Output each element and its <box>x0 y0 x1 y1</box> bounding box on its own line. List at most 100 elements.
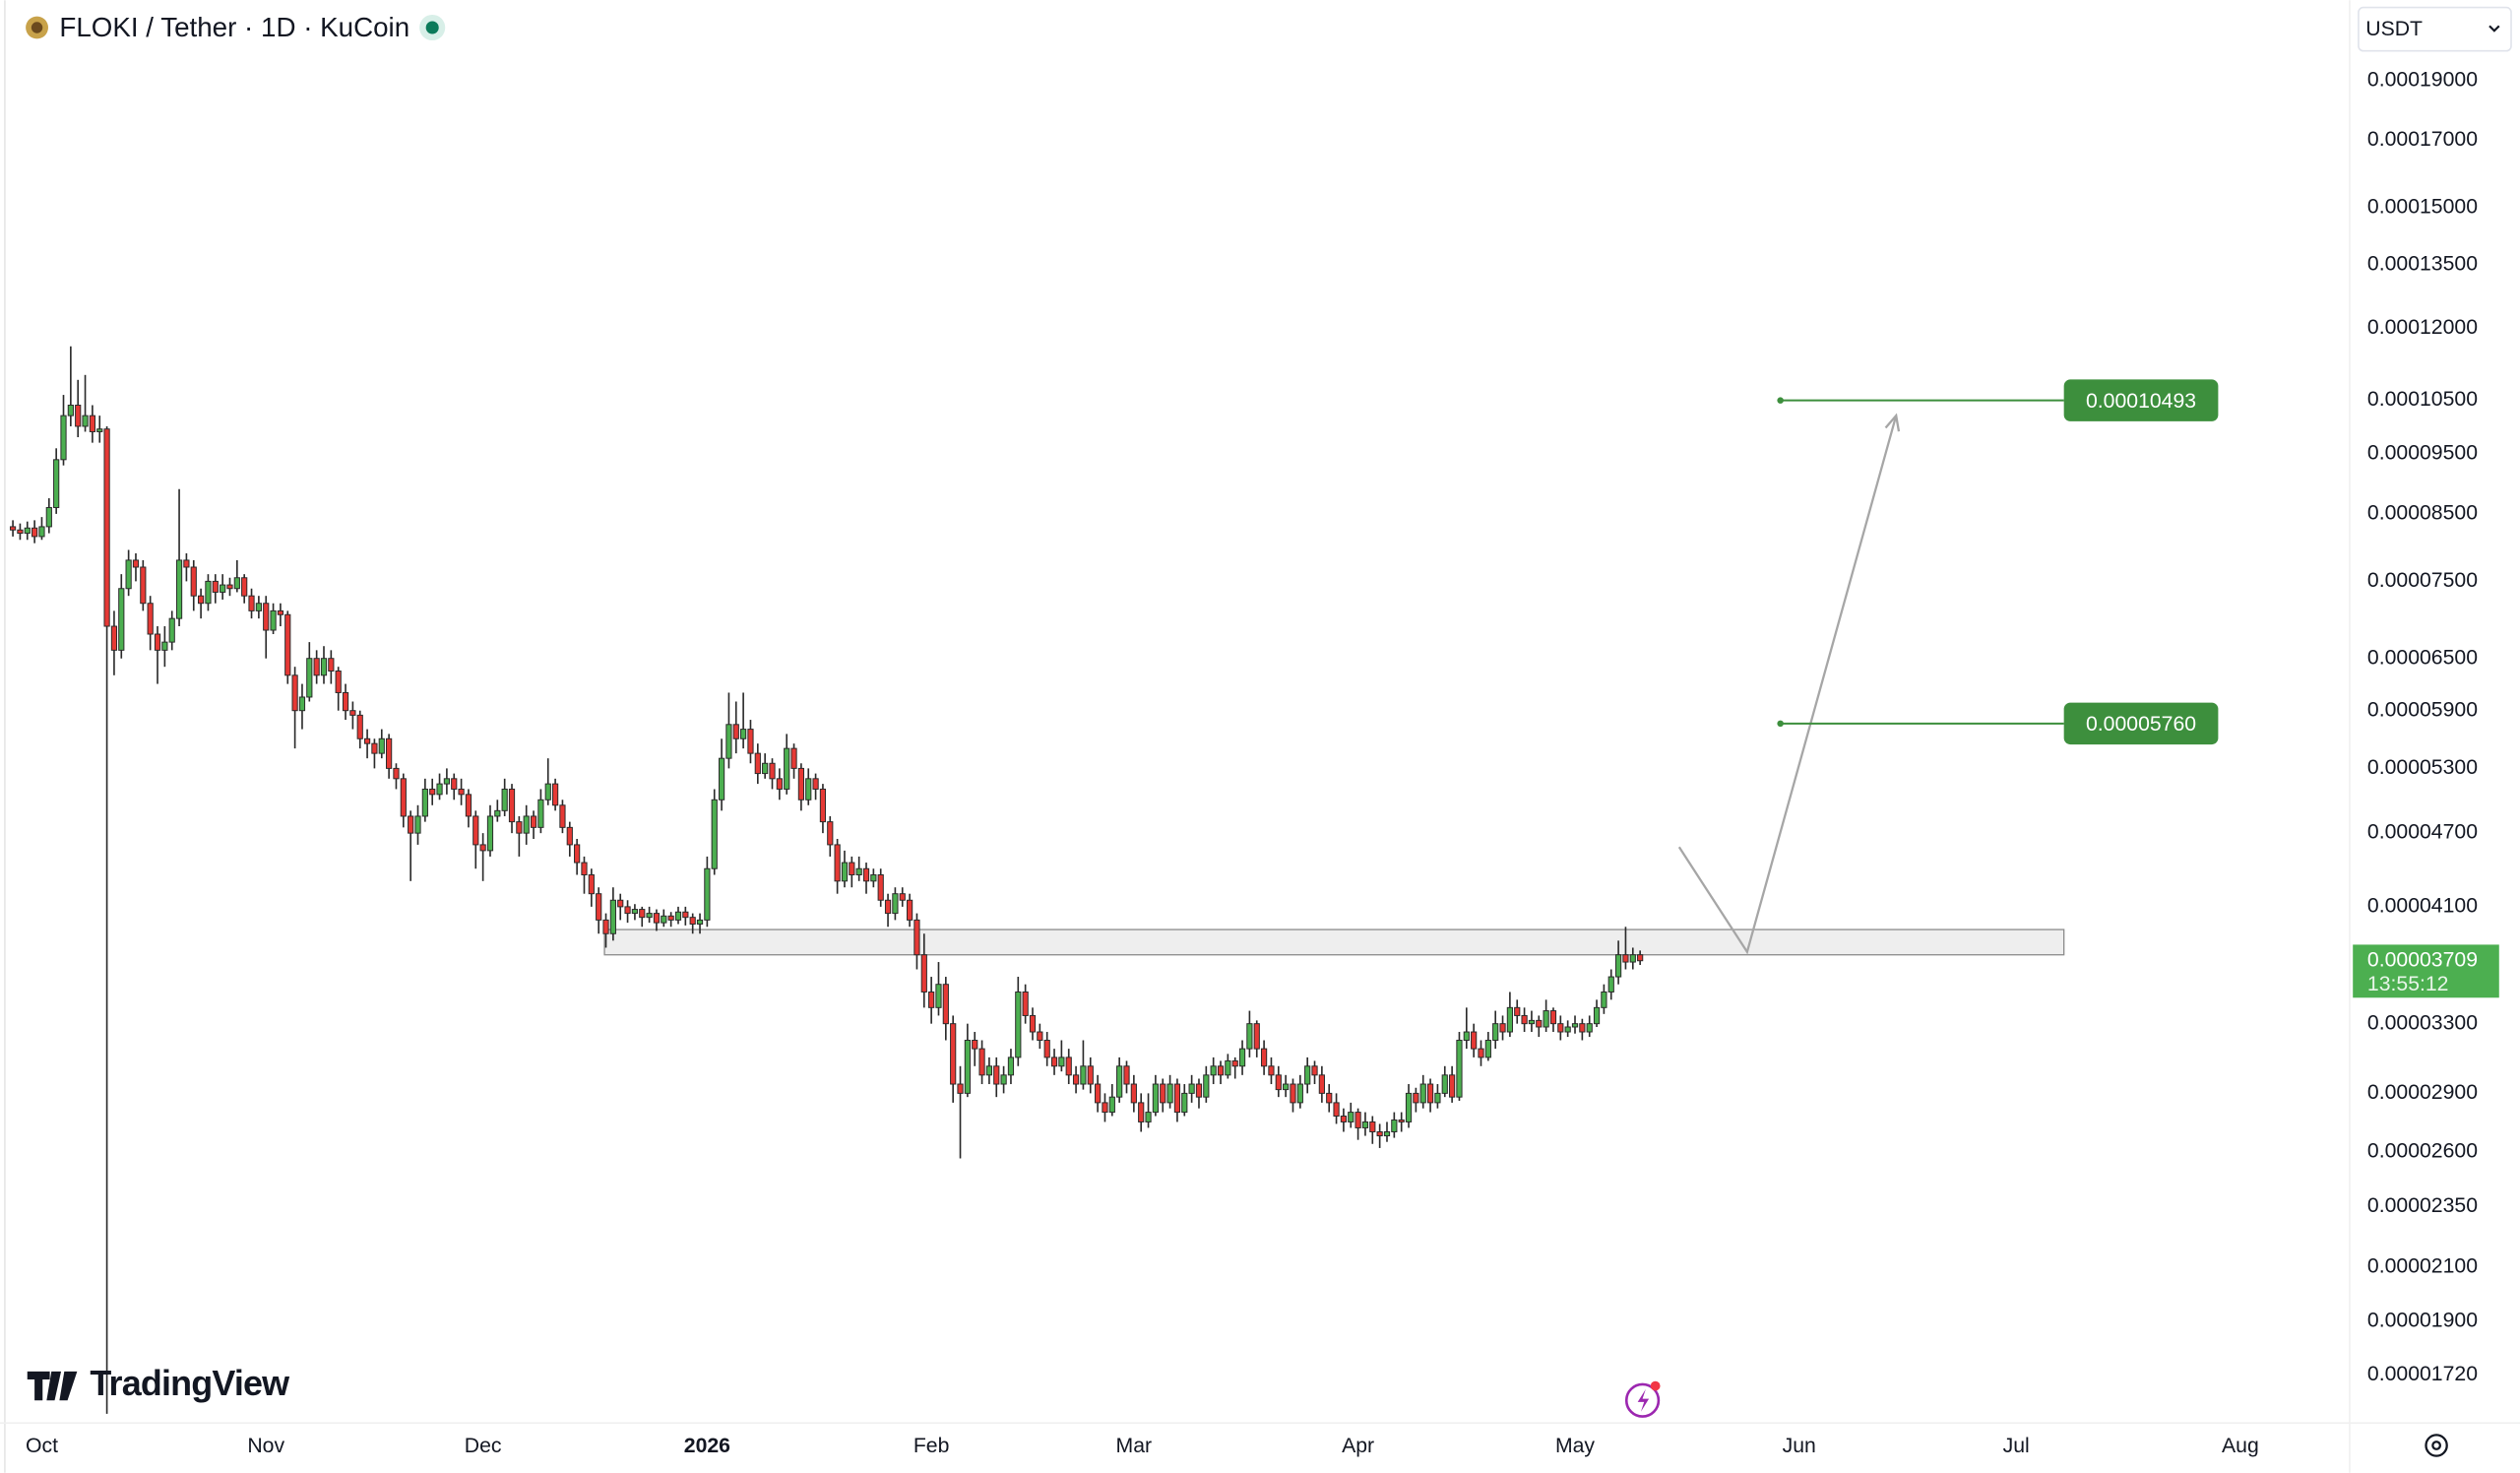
candle-body <box>255 603 262 611</box>
alert-circle[interactable] <box>1624 1382 1661 1418</box>
candle-body <box>378 737 385 754</box>
candle-body <box>320 658 328 676</box>
candle-body <box>769 762 776 780</box>
candle-body <box>581 862 588 875</box>
candle-body <box>1536 1019 1543 1028</box>
candle-body <box>248 595 255 611</box>
candle-body <box>1166 1083 1173 1104</box>
y-tick-label: 0.00002350 <box>2367 1194 2478 1217</box>
candle-body <box>602 919 609 934</box>
candle-body <box>140 566 147 605</box>
candle-body <box>667 915 674 921</box>
watermark-text: TradingView <box>90 1363 289 1403</box>
candle-body <box>1361 1121 1369 1128</box>
candle-body <box>1586 1023 1593 1033</box>
candle-body <box>1188 1083 1195 1094</box>
x-tick-label: Jul <box>2003 1435 2030 1457</box>
candle-body <box>985 1065 993 1076</box>
candle-body <box>1080 1065 1087 1085</box>
candle-body <box>523 815 530 834</box>
status-dot <box>425 21 439 34</box>
candle-body <box>1571 1023 1579 1028</box>
watermark: TradingView <box>27 1363 290 1403</box>
candle-body <box>993 1065 1000 1085</box>
candle-body <box>1348 1112 1354 1122</box>
candle-body <box>696 919 704 926</box>
support-zone <box>603 929 2065 956</box>
candle-body <box>812 778 819 790</box>
candle-body <box>1123 1065 1130 1085</box>
alert-icon[interactable] <box>1624 1380 1661 1418</box>
candle-body <box>1463 1031 1470 1042</box>
candle-body <box>17 529 24 535</box>
dropdown-caret[interactable] <box>2488 25 2500 32</box>
candle-body <box>226 584 233 590</box>
candle-body <box>190 566 197 597</box>
candle-body <box>855 867 862 875</box>
y-tick-label: 0.00015000 <box>2367 196 2478 219</box>
candle-body <box>1333 1102 1340 1117</box>
candle-body <box>544 783 551 801</box>
settings-icon[interactable] <box>2425 1434 2448 1457</box>
alert-bolt[interactable] <box>1637 1388 1650 1412</box>
last-price-box <box>2353 944 2499 998</box>
candle-body <box>617 899 624 908</box>
candle-body <box>443 778 450 785</box>
x-tick-label: Nov <box>247 1435 284 1457</box>
candle-body <box>1043 1040 1050 1058</box>
candle-body <box>1326 1092 1333 1104</box>
candle-body <box>349 710 356 716</box>
currency-selector[interactable]: USDT <box>2358 6 2512 52</box>
y-tick-label: 0.00006500 <box>2367 646 2478 669</box>
candle-body <box>458 788 465 796</box>
candle-body <box>32 527 38 538</box>
candle-body <box>964 1040 971 1094</box>
candle-body <box>1449 1074 1456 1098</box>
candle-body <box>1217 1065 1225 1076</box>
candle-body <box>1629 954 1636 963</box>
candle-body <box>1304 1065 1311 1085</box>
settings-ring[interactable] <box>2425 1434 2448 1457</box>
currency-box[interactable] <box>2358 6 2512 52</box>
candle-body <box>386 737 393 769</box>
candle-body <box>197 595 205 605</box>
candle-body <box>877 874 884 901</box>
candle-body <box>1246 1023 1253 1050</box>
candle-body <box>1087 1065 1094 1085</box>
candle-body <box>335 670 342 693</box>
candle-body <box>1492 1023 1499 1041</box>
y-tick-label: 0.00003300 <box>2367 1011 2478 1034</box>
currency-label[interactable]: USDT <box>2365 18 2423 40</box>
candle-body <box>972 1040 978 1050</box>
candle-body <box>762 762 769 775</box>
candle-body <box>1499 1023 1506 1033</box>
candle-body <box>1260 1048 1268 1067</box>
plot-area: 0.00010493 0.00005760 <box>9 346 2219 1414</box>
candle-body <box>950 1023 957 1085</box>
settings-hub[interactable] <box>2431 1441 2441 1450</box>
candle-body <box>277 609 284 615</box>
candle-body <box>1484 1040 1491 1058</box>
candle-body <box>1102 1102 1108 1114</box>
candle-body <box>421 788 428 817</box>
candle-body <box>805 778 812 801</box>
alert-dot[interactable] <box>1650 1380 1661 1391</box>
x-tick-label: Apr <box>1342 1435 1374 1457</box>
candle-body <box>884 899 892 915</box>
candle-body <box>486 815 494 852</box>
candle-body <box>776 778 783 790</box>
candle-body <box>827 821 834 846</box>
candle-body <box>819 788 827 823</box>
candle-body <box>1622 954 1629 963</box>
candle-body <box>747 729 754 754</box>
candle-body <box>212 580 219 593</box>
candle-body <box>1376 1130 1383 1137</box>
candle-body <box>24 527 31 535</box>
y-tick-label: 0.00002600 <box>2367 1140 2478 1163</box>
candle-body <box>711 799 718 869</box>
candle-body <box>516 821 523 834</box>
candle-body <box>393 767 400 780</box>
candle-body <box>646 913 653 919</box>
candle-body <box>1383 1130 1391 1137</box>
